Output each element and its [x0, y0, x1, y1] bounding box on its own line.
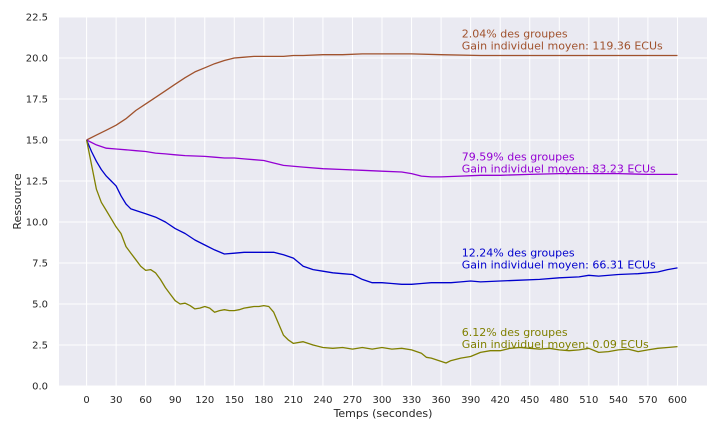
annotation-4-line-2: Gain individuel moyen: 0.09 ECUs [462, 338, 649, 351]
series-line-2 [86, 139, 678, 178]
x-tick-label: 450 [520, 395, 539, 406]
series-line-4 [85, 139, 678, 364]
annotation-4-line-1: 6.12% des groupes [462, 326, 568, 339]
y-axis-label: Ressource [11, 173, 24, 229]
x-tick-label: 480 [550, 395, 569, 406]
x-tick-label: 30 [110, 395, 123, 406]
x-tick-label: 180 [254, 395, 273, 406]
x-tick-label: 90 [169, 395, 182, 406]
x-tick-label: 300 [372, 395, 391, 406]
y-tick-label: 22.5 [26, 13, 48, 24]
y-tick-label: 15.0 [26, 136, 48, 147]
x-tick-label: 240 [313, 395, 332, 406]
annotation-3-line-1: 12.24% des groupes [462, 246, 575, 259]
x-tick-label: 540 [609, 395, 628, 406]
y-tick-label: 17.5 [26, 95, 48, 106]
y-tick-label: 12.5 [26, 177, 48, 188]
x-tick-label: 420 [491, 395, 510, 406]
x-tick-label: 600 [668, 395, 687, 406]
x-tick-label: 150 [225, 395, 244, 406]
x-tick-label: 330 [402, 395, 421, 406]
y-tick-label: 0.0 [32, 382, 48, 393]
plot-area [59, 17, 707, 386]
x-tick-label: 570 [638, 395, 657, 406]
x-tick-label: 360 [432, 395, 451, 406]
x-tick-label: 60 [139, 395, 152, 406]
x-tick-label: 270 [343, 395, 362, 406]
x-tick-label: 210 [284, 395, 303, 406]
series-lines [85, 53, 678, 364]
y-tick-label: 5.0 [32, 300, 48, 311]
x-tick-label: 390 [461, 395, 480, 406]
annotation-2-line-1: 79.59% des groupes [462, 151, 575, 164]
annotation-3-line-2: Gain individuel moyen: 66.31 ECUs [462, 258, 656, 271]
y-tick-labels: 0.0 2.5 5.0 7.5 10.0 12.5 15.0 17.5 20.0 22.5 [26, 13, 48, 393]
annotation-1-line-1: 2.04% des groupes [462, 28, 568, 41]
y-tick-label: 2.5 [32, 341, 48, 352]
y-tick-label: 20.0 [26, 54, 48, 65]
grid [59, 16, 707, 387]
annotation-1-line-2: Gain individuel moyen: 119.36 ECUs [462, 40, 663, 53]
x-tick-labels: 0 30 60 90 120 150 180 210 240 270 300 330 360 390 420… [83, 395, 687, 406]
x-tick-label: 510 [579, 395, 598, 406]
x-tick-label: 0 [83, 395, 89, 406]
y-tick-label: 7.5 [32, 259, 48, 270]
x-tick-label: 120 [195, 395, 214, 406]
x-axis-label: Temps (secondes) [333, 407, 433, 420]
series-line-3 [86, 139, 678, 285]
annotation-2-line-2: Gain individuel moyen: 83.23 ECUs [462, 163, 656, 176]
series-line-1 [86, 53, 678, 141]
y-tick-label: 10.0 [26, 218, 48, 229]
